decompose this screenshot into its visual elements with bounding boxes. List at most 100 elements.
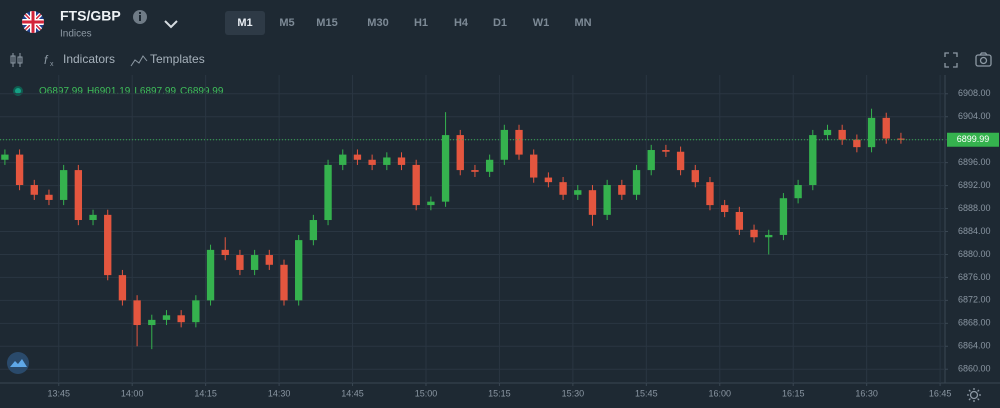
y-tick-label: 6892.00 (958, 180, 991, 190)
candle-body (397, 157, 406, 165)
x-tick-label: 16:00 (709, 388, 732, 398)
candle-body (794, 185, 802, 199)
candle-body (485, 159, 494, 172)
y-tick-label: 6896.00 (958, 157, 991, 167)
screenshot-icon[interactable] (975, 52, 992, 67)
category: Indices (60, 29, 92, 40)
last-price-label: 6899.99 (957, 134, 990, 144)
templates-button[interactable]: Templates (150, 52, 205, 66)
dropdown-chevron[interactable] (164, 20, 178, 29)
legend-low: 6897.99 (140, 86, 177, 97)
candle-body (471, 170, 479, 172)
candle-body (676, 151, 685, 171)
candle-body (530, 154, 538, 178)
timeframe-tab[interactable]: M30 (367, 17, 388, 29)
chart-type-icon[interactable] (10, 53, 23, 67)
candle-body (823, 129, 832, 136)
candle-body (30, 185, 38, 195)
candle-body (133, 300, 141, 326)
y-tick-label: 6872.00 (958, 295, 991, 305)
candle-body (779, 198, 788, 235)
candle-body (441, 135, 450, 202)
candle-body (221, 249, 229, 256)
y-tick-label: 6908.00 (958, 88, 991, 98)
settings-icon[interactable] (967, 388, 981, 402)
candle-body (339, 154, 347, 165)
x-tick-label: 14:30 (268, 388, 291, 398)
timeframe-tab[interactable]: M5 (279, 17, 294, 29)
templates-icon (130, 55, 148, 67)
candle-body (691, 170, 699, 183)
candle-body (412, 164, 420, 206)
legend-open: 6897.99 (47, 86, 84, 97)
y-tick-label: 6876.00 (958, 272, 991, 282)
legend-c-label: C (180, 86, 187, 97)
timeframe-tab[interactable]: M15 (316, 17, 337, 29)
x-tick-label: 15:00 (415, 388, 438, 398)
y-tick-label: 6864.00 (958, 341, 991, 351)
fx-icon: f (44, 53, 49, 67)
candle-body (456, 135, 464, 171)
candle-body (662, 150, 670, 152)
candle-body (192, 300, 200, 323)
candle-body (867, 117, 876, 148)
candle-body (574, 190, 582, 195)
candle-body (720, 205, 729, 212)
candle-body (45, 194, 53, 200)
candle-body (735, 211, 744, 230)
candle-body (353, 154, 362, 160)
y-tick-label: 6868.00 (958, 318, 991, 328)
candle-body (250, 255, 259, 270)
x-tick-label: 15:15 (488, 388, 511, 398)
timeframe-tab[interactable]: H4 (454, 17, 469, 29)
price-axis-bg (945, 75, 1000, 383)
last-price-tag (947, 132, 999, 147)
fullscreen-icon[interactable] (944, 52, 958, 68)
candle-body (882, 117, 890, 139)
drawing-tool-icon[interactable] (7, 352, 29, 374)
candle-body (280, 264, 288, 301)
candle-body (236, 255, 244, 270)
candle-body (177, 315, 185, 323)
candle-body (765, 234, 773, 238)
x-tick-label: 16:45 (929, 388, 952, 398)
candle-body (383, 157, 391, 165)
y-tick-label: 6860.00 (958, 364, 991, 374)
timeframe-tab[interactable]: W1 (533, 17, 550, 29)
candle-body (162, 315, 171, 320)
candle-body (588, 190, 597, 215)
candle-body (265, 255, 273, 265)
candle-body (897, 138, 905, 140)
info-icon[interactable] (133, 10, 147, 24)
candle-body (206, 249, 215, 301)
active-tab-bg (225, 11, 265, 35)
candle-body (104, 214, 112, 276)
y-tick-label: 6880.00 (958, 249, 991, 259)
timeframe-tab[interactable]: H1 (414, 17, 428, 29)
candle-body (148, 319, 156, 326)
timeframe-tab[interactable]: D1 (493, 17, 507, 29)
fx-icon-sub: x (50, 61, 54, 68)
candle-body (15, 154, 24, 186)
candle-body (89, 214, 97, 221)
candle-body (515, 129, 523, 155)
candle-body (603, 185, 611, 215)
candle-body (59, 170, 68, 200)
x-tick-label: 15:30 (562, 388, 585, 398)
timeframe-tab[interactable]: M1 (237, 17, 252, 29)
candle-body (706, 182, 714, 206)
flag-icon (22, 11, 44, 33)
candle-body (647, 150, 655, 171)
symbol[interactable]: FTS/GBP (60, 8, 121, 24)
candle-body (74, 170, 83, 221)
x-tick-label: 13:45 (47, 388, 70, 398)
legend-h-label: H (87, 86, 94, 97)
indicators-button[interactable]: Indicators (63, 52, 115, 66)
y-tick-label: 6884.00 (958, 226, 991, 236)
candle-body (1, 154, 9, 160)
timeframe-tab[interactable]: MN (574, 17, 591, 29)
y-tick-label: 6888.00 (958, 203, 991, 213)
candle-body (427, 201, 435, 206)
